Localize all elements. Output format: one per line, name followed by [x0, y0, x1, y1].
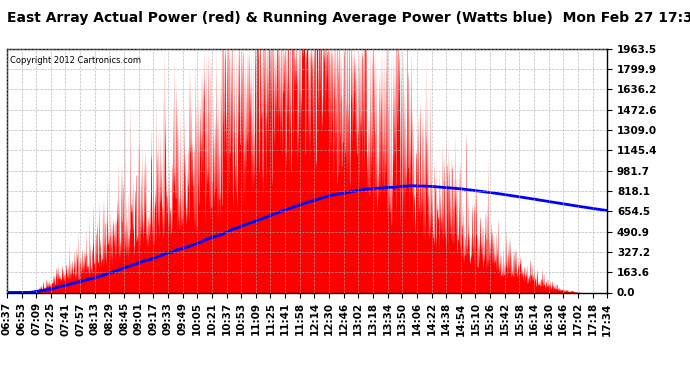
Text: East Array Actual Power (red) & Running Average Power (Watts blue)  Mon Feb 27 1: East Array Actual Power (red) & Running …	[7, 11, 690, 25]
Text: Copyright 2012 Cartronics.com: Copyright 2012 Cartronics.com	[10, 56, 141, 65]
